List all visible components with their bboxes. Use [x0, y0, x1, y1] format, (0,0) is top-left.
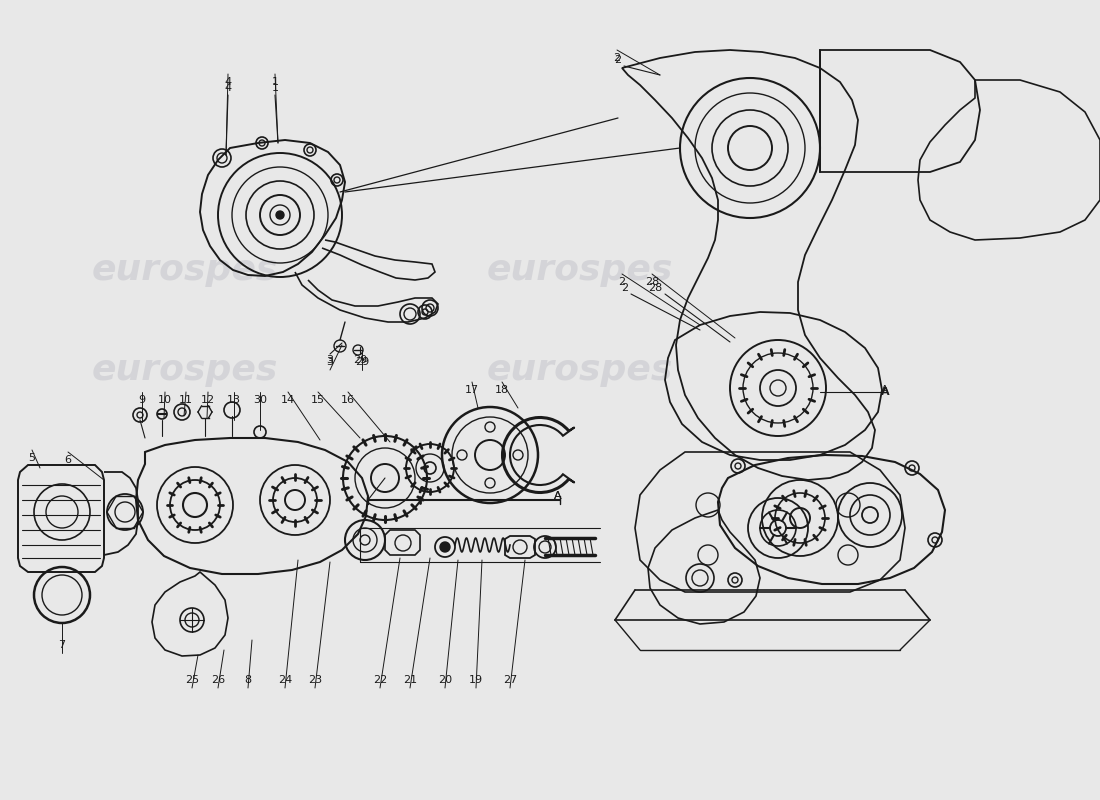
Text: 1: 1 [272, 83, 278, 93]
Text: eurospes: eurospes [91, 253, 278, 287]
Text: 25: 25 [185, 675, 199, 685]
Text: 1: 1 [272, 77, 278, 87]
Text: 13: 13 [227, 395, 241, 405]
Text: eurospes: eurospes [487, 253, 673, 287]
Text: eurospes: eurospes [487, 353, 673, 387]
Text: 11: 11 [179, 395, 192, 405]
Text: 2: 2 [615, 55, 622, 65]
Text: 12: 12 [201, 395, 216, 405]
Text: 10: 10 [158, 395, 172, 405]
Text: eurospes: eurospes [91, 353, 278, 387]
Text: A: A [554, 491, 562, 501]
Text: 19: 19 [469, 675, 483, 685]
Text: 30: 30 [253, 395, 267, 405]
Text: A: A [554, 491, 562, 501]
Text: 14: 14 [280, 395, 295, 405]
Circle shape [276, 211, 284, 219]
Text: 6: 6 [65, 455, 72, 465]
Text: 22: 22 [373, 675, 387, 685]
Text: 21: 21 [403, 675, 417, 685]
Circle shape [440, 542, 450, 552]
Text: 29: 29 [355, 357, 370, 367]
Text: 2: 2 [618, 277, 626, 287]
Text: 29: 29 [353, 355, 367, 365]
Text: 20: 20 [438, 675, 452, 685]
Text: 24: 24 [278, 675, 293, 685]
Text: 7: 7 [58, 640, 66, 650]
Text: 3: 3 [327, 357, 333, 367]
Text: 4: 4 [224, 83, 232, 93]
Text: 5: 5 [29, 453, 35, 463]
Text: 28: 28 [645, 277, 659, 287]
Text: 16: 16 [341, 395, 355, 405]
Text: A: A [881, 387, 889, 397]
Text: 8: 8 [244, 675, 252, 685]
Text: 4: 4 [224, 77, 232, 87]
Text: 2: 2 [621, 283, 628, 293]
Text: A: A [881, 385, 889, 395]
Text: 2: 2 [614, 53, 620, 63]
Text: 3: 3 [327, 355, 333, 365]
Text: 27: 27 [503, 675, 517, 685]
Text: 18: 18 [495, 385, 509, 395]
Text: 9: 9 [139, 395, 145, 405]
Text: 17: 17 [465, 385, 480, 395]
Text: 23: 23 [308, 675, 322, 685]
Text: 15: 15 [311, 395, 324, 405]
Text: 28: 28 [648, 283, 662, 293]
Text: 26: 26 [211, 675, 226, 685]
